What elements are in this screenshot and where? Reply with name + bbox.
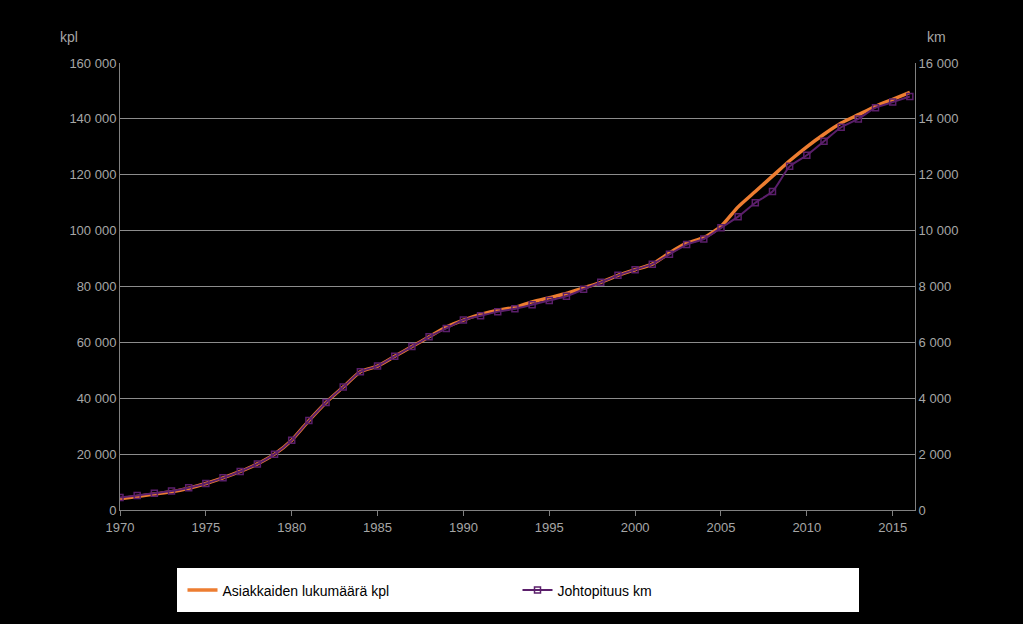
svg-text:10 000: 10 000 — [919, 223, 959, 238]
svg-text:6 000: 6 000 — [919, 335, 952, 350]
svg-text:1980: 1980 — [277, 520, 306, 535]
svg-text:1990: 1990 — [449, 520, 478, 535]
svg-text:Johtopituus km: Johtopituus km — [558, 583, 652, 599]
svg-text:1995: 1995 — [535, 520, 564, 535]
svg-text:60 000: 60 000 — [77, 335, 117, 350]
svg-text:1970: 1970 — [106, 520, 135, 535]
svg-text:Asiakkaiden lukumäärä kpl: Asiakkaiden lukumäärä kpl — [223, 583, 390, 599]
svg-text:2015: 2015 — [878, 520, 907, 535]
svg-text:140 000: 140 000 — [69, 111, 116, 126]
svg-text:14 000: 14 000 — [919, 111, 959, 126]
svg-text:2 000: 2 000 — [919, 447, 952, 462]
svg-text:2005: 2005 — [707, 520, 736, 535]
svg-text:4 000: 4 000 — [919, 391, 952, 406]
svg-text:0: 0 — [919, 503, 926, 518]
svg-text:40 000: 40 000 — [77, 391, 117, 406]
svg-text:20 000: 20 000 — [77, 447, 117, 462]
svg-text:16 000: 16 000 — [919, 56, 959, 71]
svg-text:kpl: kpl — [60, 29, 78, 45]
svg-text:120 000: 120 000 — [69, 167, 116, 182]
svg-text:km: km — [927, 29, 946, 45]
svg-text:2000: 2000 — [621, 520, 650, 535]
svg-text:100 000: 100 000 — [69, 223, 116, 238]
svg-text:80 000: 80 000 — [77, 279, 117, 294]
svg-text:1975: 1975 — [191, 520, 220, 535]
svg-text:1985: 1985 — [363, 520, 392, 535]
svg-text:8 000: 8 000 — [919, 279, 952, 294]
svg-text:2010: 2010 — [792, 520, 821, 535]
svg-text:0: 0 — [109, 503, 116, 518]
svg-text:160 000: 160 000 — [69, 56, 116, 71]
svg-text:12 000: 12 000 — [919, 167, 959, 182]
